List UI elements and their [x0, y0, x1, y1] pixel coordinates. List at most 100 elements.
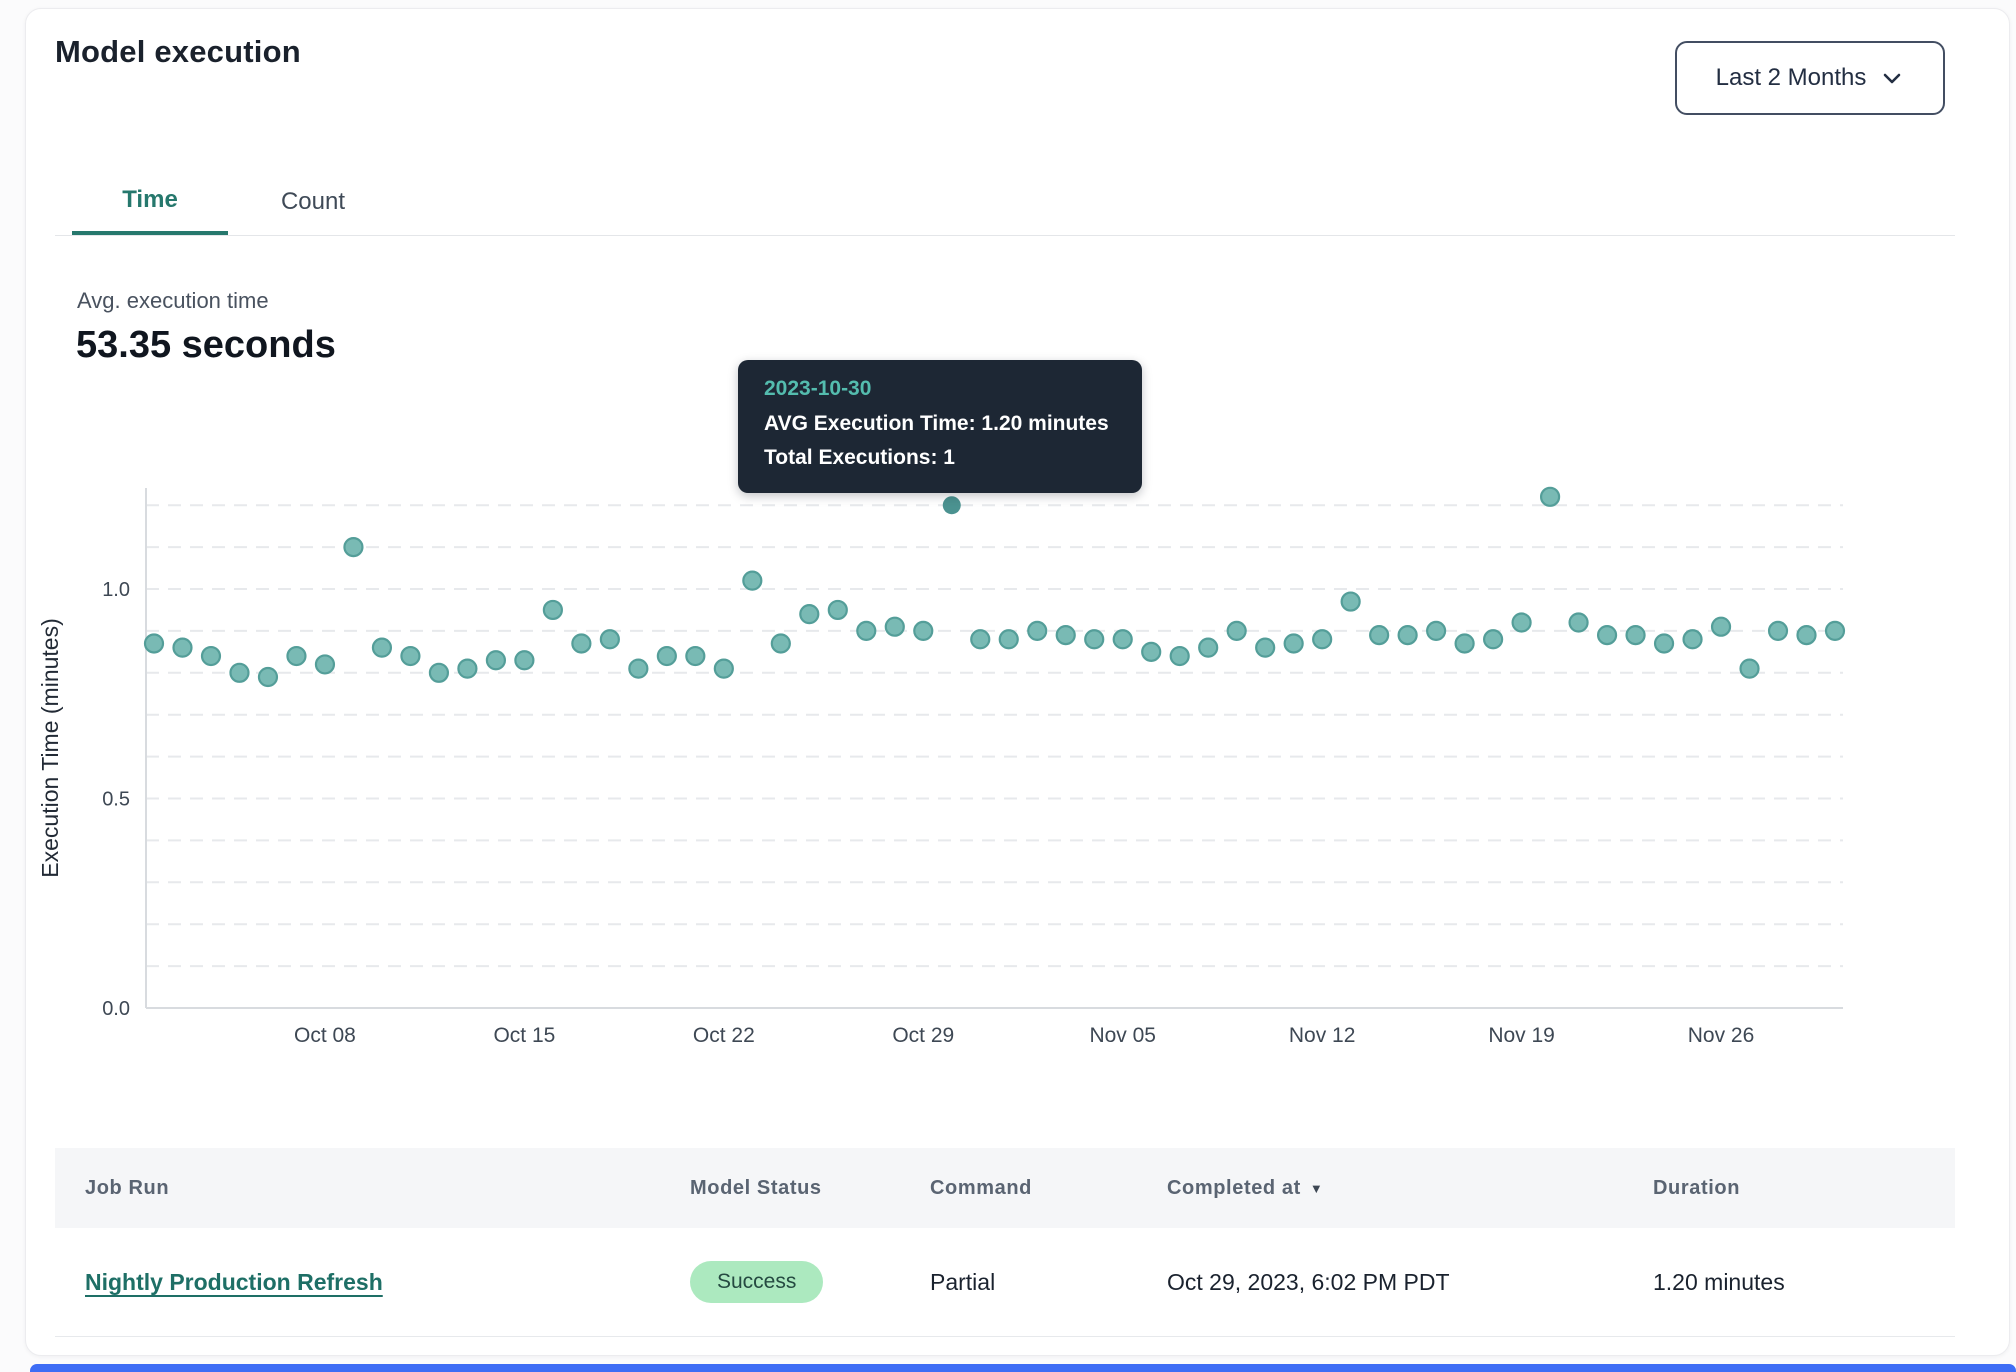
scatter-point[interactable]: [1169, 645, 1190, 667]
y-tick-label: 0.5: [102, 789, 130, 811]
scatter-point[interactable]: [143, 633, 165, 654]
scatter-point[interactable]: [314, 654, 336, 675]
tooltip-avg-execution-time: AVG Execution Time: 1.20 minutes: [764, 412, 1109, 435]
scatter-point[interactable]: [1568, 612, 1589, 633]
scatter-point[interactable]: [1454, 633, 1475, 654]
scatter-point[interactable]: [799, 604, 820, 625]
scatter-point[interactable]: [343, 536, 364, 558]
scatter-point[interactable]: [200, 645, 222, 667]
scatter-point[interactable]: [1255, 637, 1276, 658]
scatter-point[interactable]: [1511, 612, 1532, 633]
scatter-point[interactable]: [1625, 624, 1646, 646]
chevron-down-icon: [1884, 73, 1901, 84]
scatter-point[interactable]: [628, 658, 649, 679]
scatter-point[interactable]: [1312, 629, 1333, 650]
scatter-point[interactable]: [998, 629, 1019, 650]
tab-count[interactable]: Count: [280, 187, 346, 215]
avg-execution-time-label: Avg. execution time: [77, 288, 269, 313]
scatter-point[interactable]: [742, 570, 763, 591]
scatter-point[interactable]: [1198, 637, 1219, 658]
scatter-point[interactable]: [485, 650, 506, 671]
date-range-value: Last 2 Months: [1715, 64, 1867, 91]
scatter-point[interactable]: [1710, 616, 1732, 637]
scatter-point-highlighted[interactable]: [942, 496, 961, 515]
scatter-point[interactable]: [1739, 658, 1760, 679]
scatter-point[interactable]: [1596, 624, 1618, 646]
scatter-point[interactable]: [1084, 629, 1105, 650]
scatter-point[interactable]: [827, 599, 848, 621]
scatter-point[interactable]: [1369, 624, 1390, 646]
execution-time-scatter-chart[interactable]: 0.0 0.5 1.0 Execution Time (minutes) Oct 08 O…: [0, 430, 2016, 1070]
x-tick-label: Nov 26: [1688, 1024, 1755, 1047]
scatter-point[interactable]: [1539, 486, 1561, 507]
scatter-point[interactable]: [1426, 620, 1447, 641]
x-tick-label: Nov 12: [1289, 1024, 1356, 1047]
scatter-point[interactable]: [1112, 629, 1133, 650]
column-header-model-status[interactable]: Model Status: [690, 1176, 822, 1199]
scatter-point[interactable]: [1653, 633, 1675, 654]
x-tick-label: Nov 19: [1488, 1024, 1555, 1047]
scatter-point[interactable]: [172, 637, 193, 658]
tab-time[interactable]: Time: [72, 168, 228, 235]
scatter-point[interactable]: [770, 633, 791, 654]
x-tick-label: Oct 15: [493, 1024, 555, 1047]
scatter-point[interactable]: [1796, 624, 1817, 646]
scatter-point[interactable]: [599, 629, 620, 650]
column-header-duration[interactable]: Duration: [1653, 1176, 1741, 1199]
y-tick-label: 1.0: [102, 579, 130, 601]
scatter-point[interactable]: [1055, 624, 1076, 646]
scatter-point[interactable]: [542, 599, 563, 621]
command-cell: Partial: [930, 1268, 996, 1295]
column-header-job-run[interactable]: Job Run: [85, 1176, 170, 1199]
chart-tabs: Time Count: [55, 168, 1955, 236]
y-tick-label: 0.0: [102, 998, 130, 1020]
x-tick-label: Oct 29: [892, 1024, 954, 1047]
avg-execution-time-value: 53.35 seconds: [76, 324, 336, 366]
scatter-point[interactable]: [229, 662, 250, 683]
scatter-point[interactable]: [1483, 629, 1504, 650]
scatter-point[interactable]: [970, 629, 991, 650]
scatter-point[interactable]: [257, 666, 279, 688]
scatter-point[interactable]: [685, 645, 706, 667]
scatter-point[interactable]: [713, 658, 734, 679]
x-tick-label: Oct 08: [294, 1024, 356, 1047]
completed-at-cell: Oct 29, 2023, 6:02 PM PDT: [1167, 1268, 1450, 1295]
model-execution-card: [25, 8, 2010, 1356]
page-title: Model execution: [55, 34, 301, 69]
scatter-point[interactable]: [286, 645, 307, 667]
scatter-point[interactable]: [1682, 629, 1703, 650]
column-header-command[interactable]: Command: [930, 1176, 1032, 1199]
scatter-point[interactable]: [1283, 633, 1304, 654]
job-run-link[interactable]: Nightly Production Refresh: [85, 1268, 383, 1295]
table-row: Nightly Production Refresh Success Parti…: [55, 1228, 1955, 1337]
scatter-point[interactable]: [884, 616, 905, 637]
x-tick-label: Oct 22: [693, 1024, 755, 1047]
table-header: Job Run Model Status Command Completed at ▼ D…: [55, 1148, 1955, 1228]
scatter-point[interactable]: [1141, 641, 1162, 662]
scatter-point[interactable]: [1397, 624, 1418, 646]
tooltip-total-executions: Total Executions: 1: [764, 445, 955, 469]
column-header-completed-at[interactable]: Completed at ▼: [1167, 1176, 1324, 1199]
scatter-point[interactable]: [913, 620, 934, 641]
date-range-dropdown[interactable]: Last 2 Months: [1675, 41, 1945, 115]
scatter-point[interactable]: [1226, 620, 1247, 641]
chart-tooltip: 2023-10-30 AVG Execution Time: 1.20 minu…: [738, 360, 1142, 494]
x-tick-label: Nov 05: [1089, 1024, 1156, 1047]
duration-cell: 1.20 minutes: [1653, 1268, 1785, 1295]
scatter-point[interactable]: [656, 645, 677, 667]
scatter-point[interactable]: [1767, 620, 1789, 641]
scatter-point[interactable]: [571, 633, 592, 654]
scatter-point[interactable]: [1027, 620, 1048, 641]
scatter-point[interactable]: [514, 650, 535, 671]
tooltip-date: 2023-10-30: [764, 377, 872, 400]
scatter-point[interactable]: [1340, 591, 1361, 612]
scatter-point[interactable]: [856, 620, 877, 641]
model-status-badge: Success: [690, 1261, 824, 1303]
scatter-point[interactable]: [457, 658, 478, 679]
next-element-top-edge: [30, 1364, 2016, 1372]
y-axis-label: Execution Time (minutes): [37, 618, 63, 877]
scatter-point[interactable]: [428, 662, 450, 683]
scatter-point[interactable]: [371, 637, 393, 658]
scatter-point[interactable]: [400, 645, 421, 667]
scatter-point[interactable]: [1824, 620, 1846, 641]
